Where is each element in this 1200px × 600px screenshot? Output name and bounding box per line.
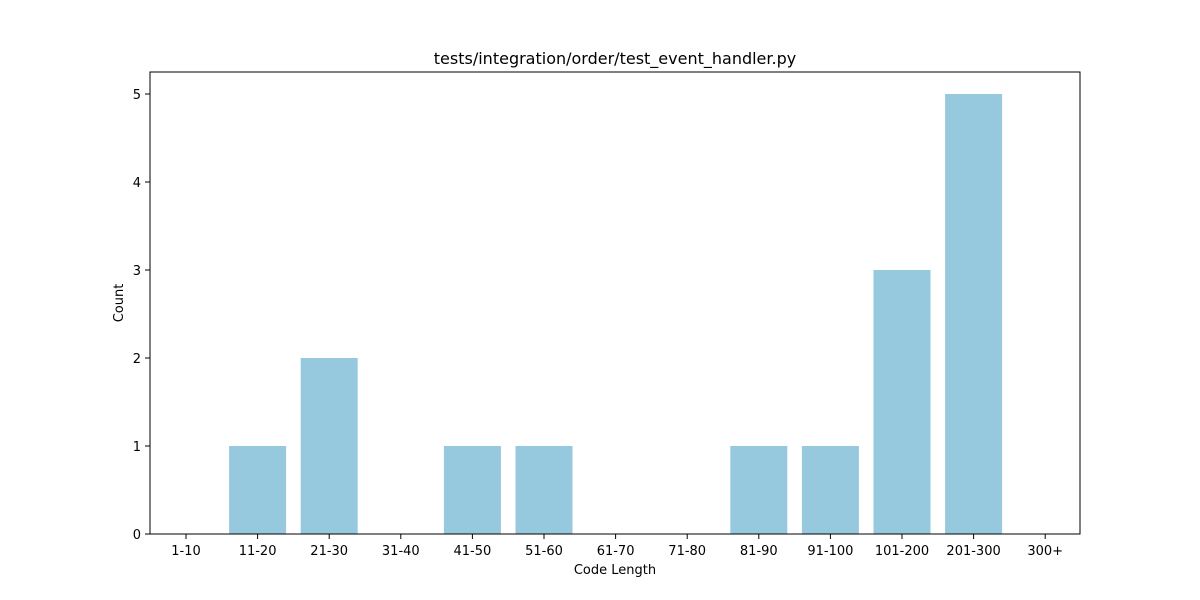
bars-group [229, 94, 1003, 534]
y-tick-label: 4 [133, 176, 141, 191]
x-tick-label: 51-60 [525, 544, 563, 559]
x-tick-label: 31-40 [382, 544, 420, 559]
bar-81-90 [730, 446, 788, 534]
x-axis: 1-10 11-20 21-30 31-40 41-50 51-60 61-70 71-80 8… [171, 534, 1063, 559]
x-tick-label: 300+ [1027, 544, 1063, 559]
x-tick-label: 21-30 [310, 544, 348, 559]
y-axis: 0 1 2 3 4 5 [133, 88, 150, 543]
x-tick-label: 61-70 [597, 544, 635, 559]
x-tick-label: 101-200 [875, 544, 929, 559]
x-tick-label: 41-50 [454, 544, 492, 559]
x-axis-label: Code Length [574, 563, 656, 578]
y-tick-label: 1 [133, 440, 141, 455]
y-tick-label: 2 [133, 352, 141, 367]
bar-201-300 [945, 94, 1003, 534]
x-tick-label: 81-90 [740, 544, 778, 559]
y-tick-label: 0 [133, 528, 141, 543]
bar-41-50 [443, 446, 501, 534]
x-tick-label: 91-100 [807, 544, 853, 559]
bar-21-30 [300, 358, 358, 534]
x-tick-label: 71-80 [668, 544, 706, 559]
x-tick-label: 201-300 [946, 544, 1000, 559]
chart-title: tests/integration/order/test_event_handl… [434, 49, 796, 69]
x-tick-label: 1-10 [171, 544, 201, 559]
y-tick-label: 5 [133, 88, 141, 103]
bar-101-200 [873, 270, 931, 534]
x-tick-label: 11-20 [239, 544, 277, 559]
bar-51-60 [515, 446, 573, 534]
y-tick-label: 3 [133, 264, 141, 279]
bar-91-100 [801, 446, 859, 534]
y-axis-label: Count [112, 284, 127, 323]
bar-11-20 [229, 446, 287, 534]
plot-frame [149, 71, 1081, 535]
